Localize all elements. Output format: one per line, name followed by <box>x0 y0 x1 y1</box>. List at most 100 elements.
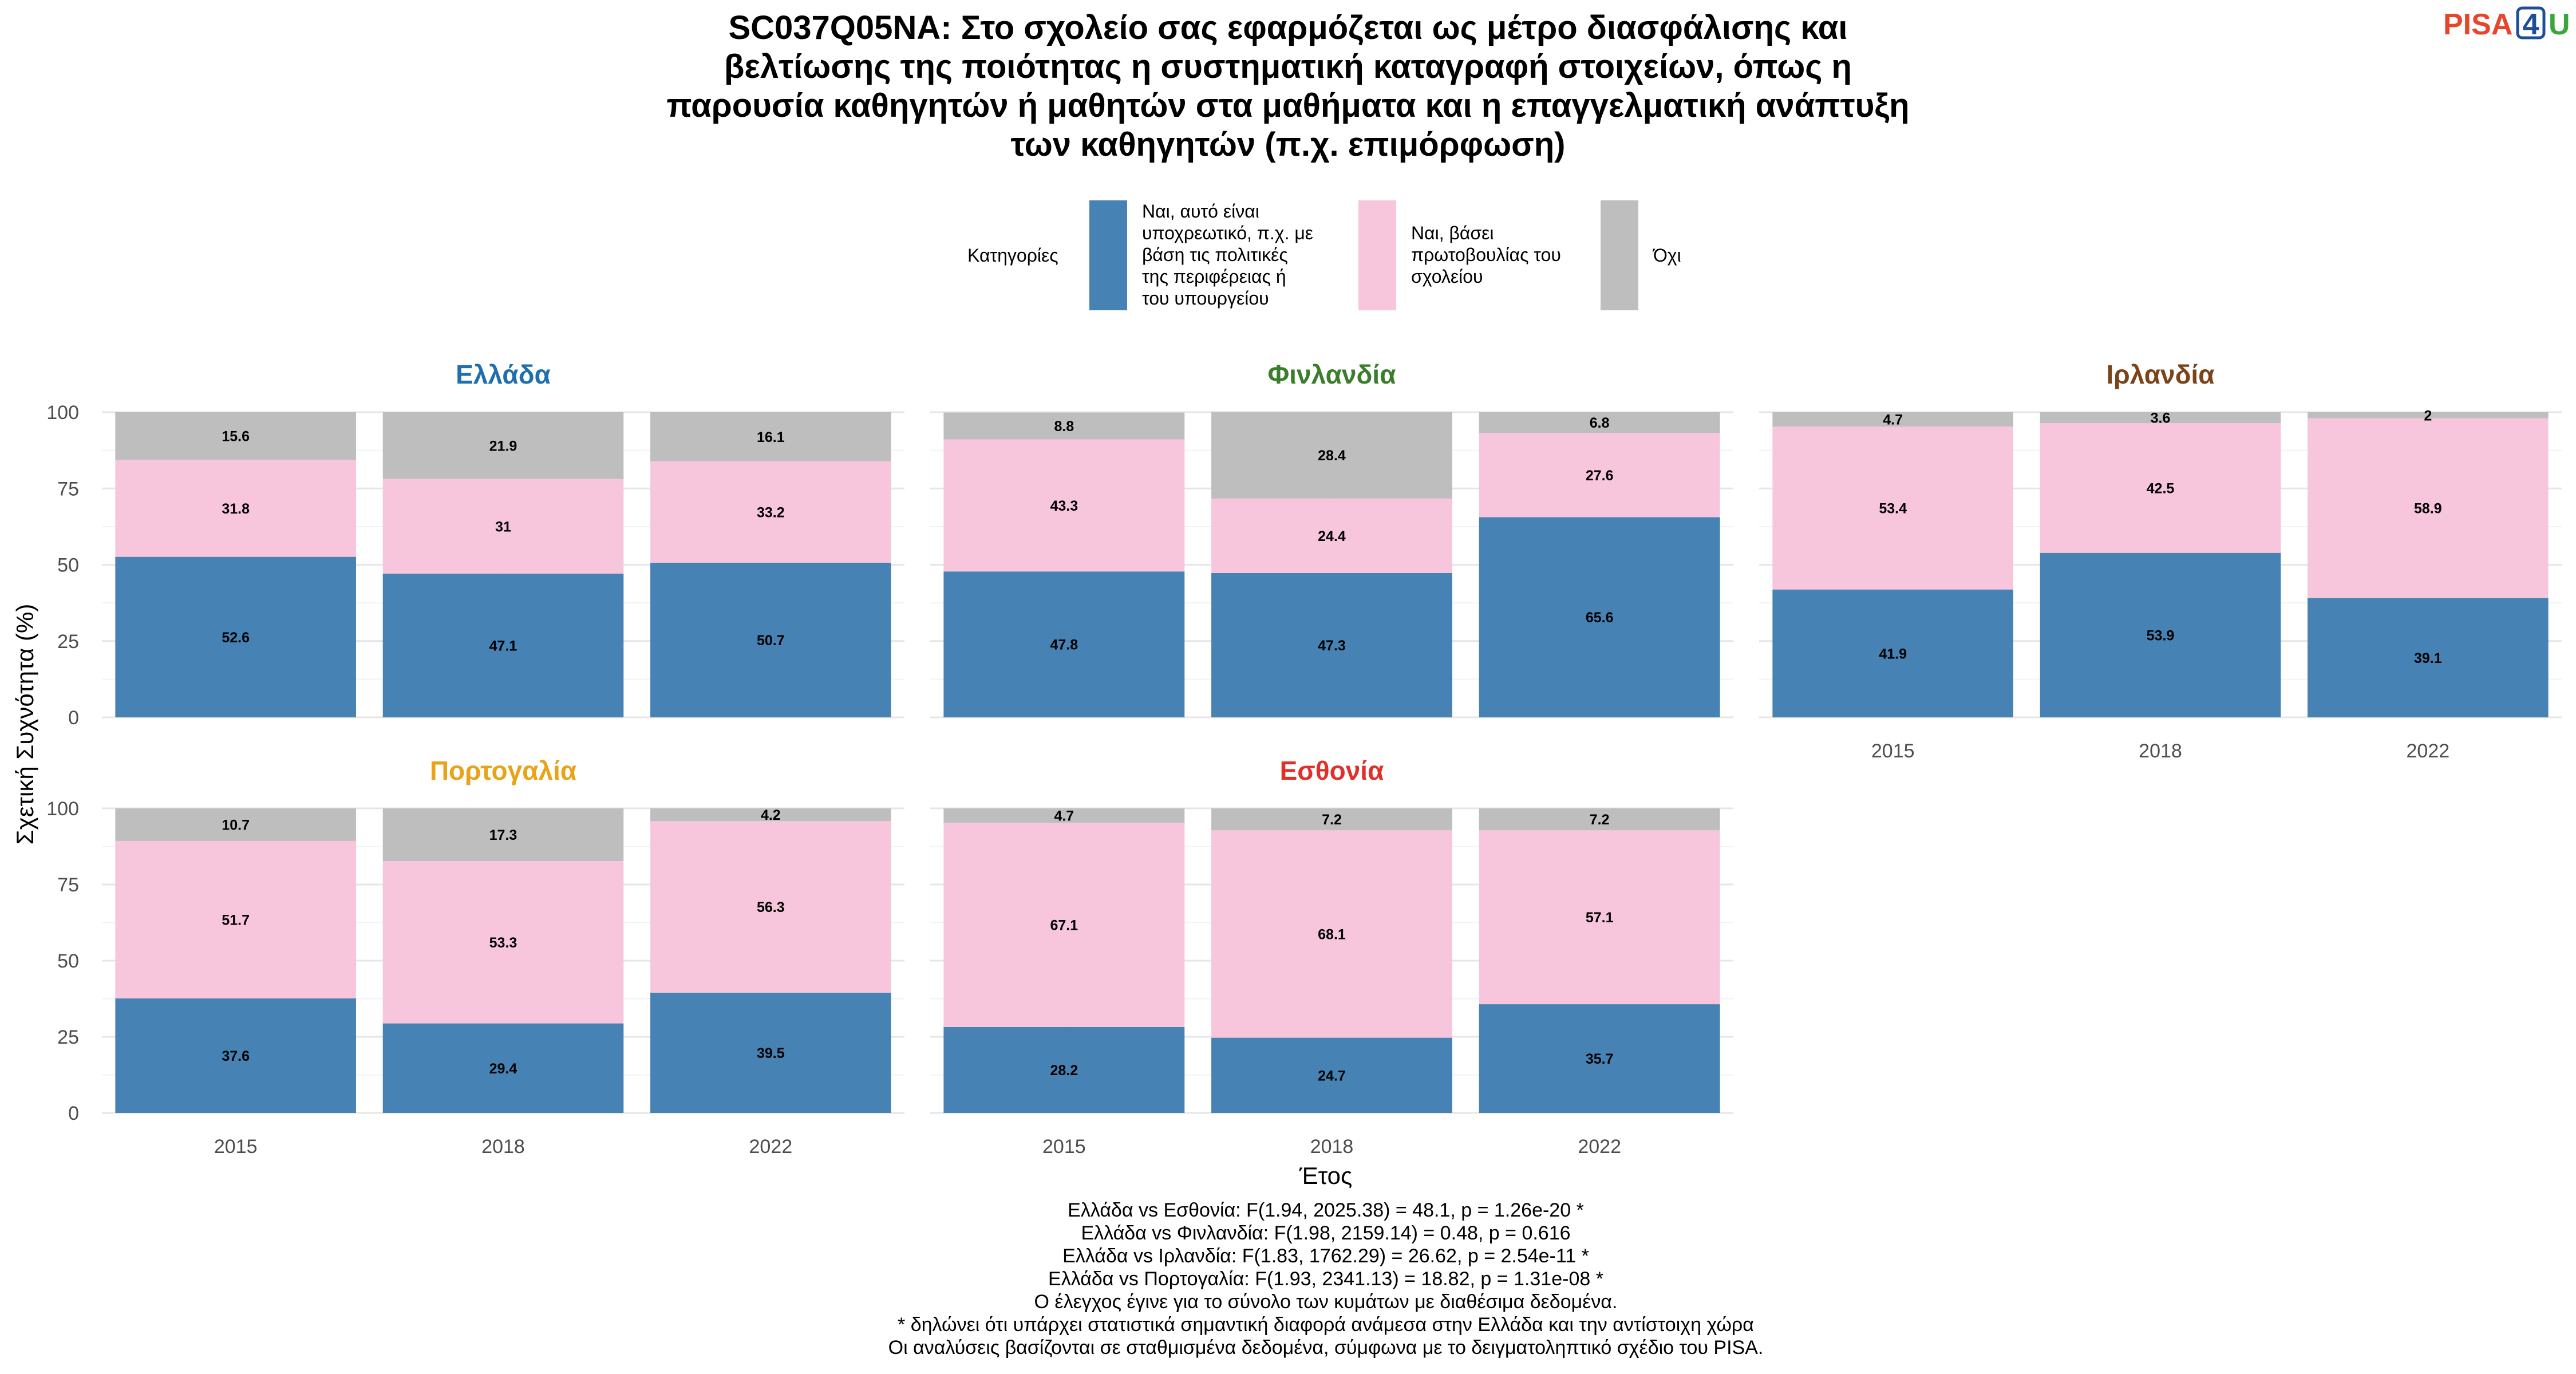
bar-value-label: 35.7 <box>1586 1051 1614 1067</box>
bar-segment-no <box>650 412 891 461</box>
bar-segment-school-initiative <box>115 460 356 557</box>
x-tick-label: 2022 <box>749 1136 793 1158</box>
legend: Κατηγορίες Ναι, αυτό είναι υποχρεωτικό, … <box>967 200 1681 310</box>
bar-segment-mandatory <box>2308 598 2549 717</box>
legend-label-mandatory-line-1: Ναι, αυτό είναι <box>1142 201 1259 222</box>
bar-segment-no <box>382 808 624 862</box>
bar-segment-school-initiative <box>382 861 624 1024</box>
bar-segment-school-initiative <box>115 840 356 998</box>
bar-value-label: 39.5 <box>757 1045 785 1061</box>
y-tick-label: 50 <box>57 950 79 972</box>
bar-segment-mandatory <box>943 571 1185 717</box>
bar-value-label: 4.7 <box>1883 412 1903 428</box>
logo-text-4: 4 <box>2523 8 2539 41</box>
bar-value-label: 3.6 <box>2151 410 2171 427</box>
y-tick-label: 100 <box>46 798 79 820</box>
logo-text-pisa: PISA <box>2443 8 2512 41</box>
bar-segment-no <box>2040 412 2281 424</box>
legend-label-school-initiative-line-1: Ναι, βάσει <box>1411 223 1494 243</box>
bar-value-label: 47.1 <box>489 638 517 654</box>
panel-5: Εσθονία 28.2 67.1 4.7 2015 24.7 68.1 7.2 2018 35.… <box>930 756 1733 1158</box>
panel-title: Ιρλανδία <box>2106 360 2214 389</box>
bar-segment-no <box>1211 412 1452 499</box>
bar-value-label: 56.3 <box>757 899 785 915</box>
bar-value-label: 24.7 <box>1318 1068 1346 1084</box>
bar-segment-no <box>1211 808 1452 831</box>
bar-segment-school-initiative <box>382 479 624 574</box>
legend-label-mandatory: Ναι, αυτό είναι υποχρεωτικό, π.χ. με βάσ… <box>1142 201 1313 309</box>
panel-1: Ελλάδα 0 25 50 75 100 52.6 31.8 15.6 47.1 31 21.9 50… <box>46 360 904 729</box>
bar-segment-school-initiative <box>2308 418 2549 598</box>
bar-segment-mandatory <box>1211 1037 1452 1113</box>
x-tick-label: 2018 <box>1310 1136 1354 1158</box>
bar-value-label: 39.1 <box>2414 650 2442 666</box>
y-tick-label: 75 <box>57 478 79 500</box>
legend-key-mandatory <box>1089 200 1127 310</box>
note-line-3: Ελλάδα vs Ιρλανδία: F(1.83, 1762.29) = 2… <box>1062 1245 1589 1267</box>
bar-segment-no <box>650 808 891 822</box>
bar-segment-school-initiative <box>1479 433 1720 518</box>
legend-label-mandatory-line-2: υποχρεωτικό, π.χ. με <box>1142 223 1313 243</box>
bar-value-label: 15.6 <box>222 429 250 445</box>
bar-segment-school-initiative <box>650 821 891 993</box>
bar-value-label: 37.6 <box>222 1048 250 1064</box>
note-line-1: Ελλάδα vs Εσθονία: F(1.94, 2025.38) = 48… <box>1068 1199 1584 1221</box>
y-tick-label: 0 <box>68 707 79 729</box>
legend-key-no <box>1601 200 1638 310</box>
y-tick-label: 25 <box>57 1026 79 1048</box>
logo-box <box>2516 6 2546 40</box>
bar-value-label: 51.7 <box>222 912 250 928</box>
x-tick-label: 2015 <box>1871 740 1915 762</box>
title-line-1: SC037Q05NA: Στο σχολείο σας εφαρμόζεται … <box>728 9 1847 46</box>
bar-segment-mandatory <box>1479 1004 1720 1113</box>
bar-value-label: 50.7 <box>757 633 785 649</box>
bar-segment-mandatory <box>1211 572 1452 717</box>
bar-value-label: 27.6 <box>1586 468 1614 484</box>
bar-segment-mandatory <box>382 573 624 717</box>
bar-value-label: 28.2 <box>1050 1063 1078 1079</box>
bar-segment-school-initiative <box>1479 830 1720 1005</box>
title-line-2: βελτίωσης της ποιότητας η συστηματική κα… <box>724 48 1852 85</box>
y-tick-label: 0 <box>68 1103 79 1124</box>
bar-segment-school-initiative <box>2040 423 2281 553</box>
bar-value-label: 58.9 <box>2414 501 2442 517</box>
bar-segment-mandatory <box>115 998 356 1113</box>
bar-value-label: 17.3 <box>489 827 517 843</box>
bar-value-label: 53.4 <box>1879 500 1907 516</box>
bar-value-label: 8.8 <box>1054 418 1074 435</box>
bar-value-label: 7.2 <box>1322 812 1342 828</box>
bar-value-label: 4.7 <box>1054 808 1074 824</box>
legend-title: Κατηγορίες <box>967 245 1058 266</box>
y-tick-label: 100 <box>46 402 79 424</box>
bar-value-label: 2 <box>2424 408 2432 424</box>
bar-value-label: 31.8 <box>222 501 250 517</box>
note-line-2: Ελλάδα vs Φινλανδία: F(1.98, 2159.14) = … <box>1081 1222 1570 1244</box>
pisa4u-logo: PISA 4 U <box>2443 6 2570 41</box>
legend-label-mandatory-line-4: της περιφέρειας ή <box>1142 266 1286 287</box>
x-tick-label: 2022 <box>1578 1136 1621 1158</box>
bar-segment-no <box>943 412 1185 440</box>
x-tick-label: 2018 <box>481 1136 525 1158</box>
bar-segment-no <box>1772 412 2013 427</box>
bar-value-label: 4.2 <box>761 807 781 823</box>
chart-title: SC037Q05NA: Στο σχολείο σας εφαρμόζεται … <box>666 9 1909 163</box>
y-tick-label: 25 <box>57 631 79 653</box>
panel-title: Εσθονία <box>1280 756 1384 785</box>
bar-segment-mandatory <box>1479 517 1720 717</box>
note-line-4: Ελλάδα vs Πορτογαλία: F(1.93, 2341.13) =… <box>1048 1268 1603 1290</box>
legend-label-school-initiative: Ναι, βάσει πρωτοβουλίας του σχολείου <box>1411 223 1561 287</box>
bar-value-label: 10.7 <box>222 817 250 833</box>
bar-value-label: 7.2 <box>1590 812 1610 828</box>
y-tick-label: 50 <box>57 555 79 577</box>
panel-4: Πορτογαλία 0 25 50 75 100 37.6 51.7 10.7 2015 29.4… <box>46 756 904 1158</box>
y-axis-title: Σχετική Συχνότητα (%) <box>11 604 38 845</box>
panel-3: Ιρλανδία 41.9 53.4 4.7 2015 53.9 42.5 3.6 2018 39… <box>1759 360 2562 762</box>
note-line-6: * δηλώνει ότι υπάρχει στατιστικά σημαντι… <box>898 1314 1754 1336</box>
bar-segment-no <box>1479 412 1720 433</box>
bar-value-label: 31 <box>495 519 511 535</box>
bar-segment-mandatory <box>115 556 356 717</box>
panels: Ελλάδα 0 25 50 75 100 52.6 31.8 15.6 47.1 31 21.9 50… <box>46 360 2562 1158</box>
bar-segment-school-initiative <box>650 461 891 563</box>
bar-segment-school-initiative <box>1211 830 1452 1038</box>
bar-segment-no <box>943 808 1185 823</box>
